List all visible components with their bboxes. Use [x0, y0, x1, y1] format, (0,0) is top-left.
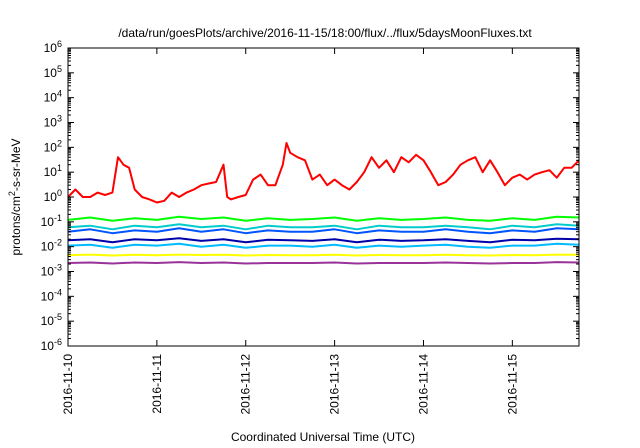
y-tick-label-base: 10	[41, 314, 55, 328]
y-tick-label: 10-4	[41, 287, 62, 303]
series-line-3	[67, 227, 580, 235]
y-tick-label-base: 10	[44, 116, 58, 130]
y-tick-label-base: 10	[44, 66, 58, 80]
y-tick-label-base: 10	[41, 215, 55, 229]
y-tick-label-exp: -4	[54, 287, 62, 297]
plot-frame	[67, 47, 580, 347]
y-tick-label-exp: -6	[54, 337, 62, 347]
series-layer	[67, 142, 580, 265]
y-tick-label-base: 10	[44, 41, 58, 55]
x-tick-label: 2016-11-11	[150, 354, 164, 414]
y-tick-label: 104	[44, 89, 62, 105]
y-tick-label-exp: 6	[57, 39, 62, 49]
y-tick-label-base: 10	[41, 265, 55, 279]
chart-title: /data/run/goesPlots/archive/2016-11-15/1…	[118, 26, 532, 40]
x-tick-label: 2016-11-12	[239, 354, 253, 415]
y-tick-label-base: 10	[41, 240, 55, 254]
y-tick-label: 10-1	[41, 213, 62, 229]
y-tick-label-base: 10	[41, 289, 55, 303]
series-line-6	[67, 253, 580, 257]
y-tick-label-exp: 5	[57, 64, 62, 74]
y-tick-label-exp: -5	[54, 312, 62, 322]
y-tick-label: 10-2	[41, 238, 62, 254]
y-axis-label: protons/cm2-s-sr-MeV	[7, 138, 23, 255]
y-tick-label: 105	[44, 64, 62, 80]
y-axis-label-rest: -s-sr-MeV	[9, 138, 23, 191]
y-tick-label: 102	[44, 138, 62, 154]
y-tick-label: 10-3	[41, 263, 62, 279]
y-tick-label-exp: 3	[57, 114, 62, 124]
series-line-4	[67, 237, 580, 244]
y-tick-label-base: 10	[41, 339, 55, 353]
y-tick-label: 101	[44, 163, 62, 179]
y-tick-label-base: 10	[44, 190, 58, 204]
series-line-7	[67, 261, 580, 265]
y-tick-label-exp: 4	[57, 89, 62, 99]
x-tick-label: 2016-11-13	[328, 354, 342, 415]
series-line-0	[67, 142, 580, 204]
y-tick-label: 10-6	[41, 337, 62, 353]
y-axis: 10-610-510-410-310-210-11001011021031041…	[41, 39, 579, 353]
y-tick-label-exp: -3	[54, 263, 62, 273]
x-tick-label: 2016-11-10	[61, 354, 75, 415]
series-line-5	[67, 242, 580, 249]
y-tick-label-base: 10	[44, 140, 58, 154]
y-tick-label: 10-5	[41, 312, 62, 328]
y-tick-label-exp: 0	[57, 188, 62, 198]
x-tick-label: 2016-11-15	[505, 354, 519, 415]
series-line-2	[67, 223, 580, 231]
y-tick-label-exp: -2	[54, 238, 62, 248]
y-tick-label-base: 10	[44, 91, 58, 105]
y-axis-label-sup: 2	[7, 191, 17, 196]
x-axis: 2016-11-10 2016-11-11 2016-11-12 2016-11-13…	[61, 48, 519, 415]
x-axis-label: Coordinated Universal Time (UTC)	[231, 430, 415, 444]
y-tick-label: 103	[44, 114, 62, 130]
y-tick-label-exp: 2	[57, 138, 62, 148]
series-line-1	[67, 215, 580, 222]
y-tick-label-exp: 1	[57, 163, 62, 173]
y-tick-label: 100	[44, 188, 62, 204]
x-tick-label: 2016-11-14	[416, 354, 430, 415]
y-tick-label-exp: -1	[54, 213, 62, 223]
y-tick-label-base: 10	[44, 165, 58, 179]
y-axis-label-base: protons/cm	[9, 196, 23, 255]
y-tick-label: 106	[44, 39, 62, 55]
